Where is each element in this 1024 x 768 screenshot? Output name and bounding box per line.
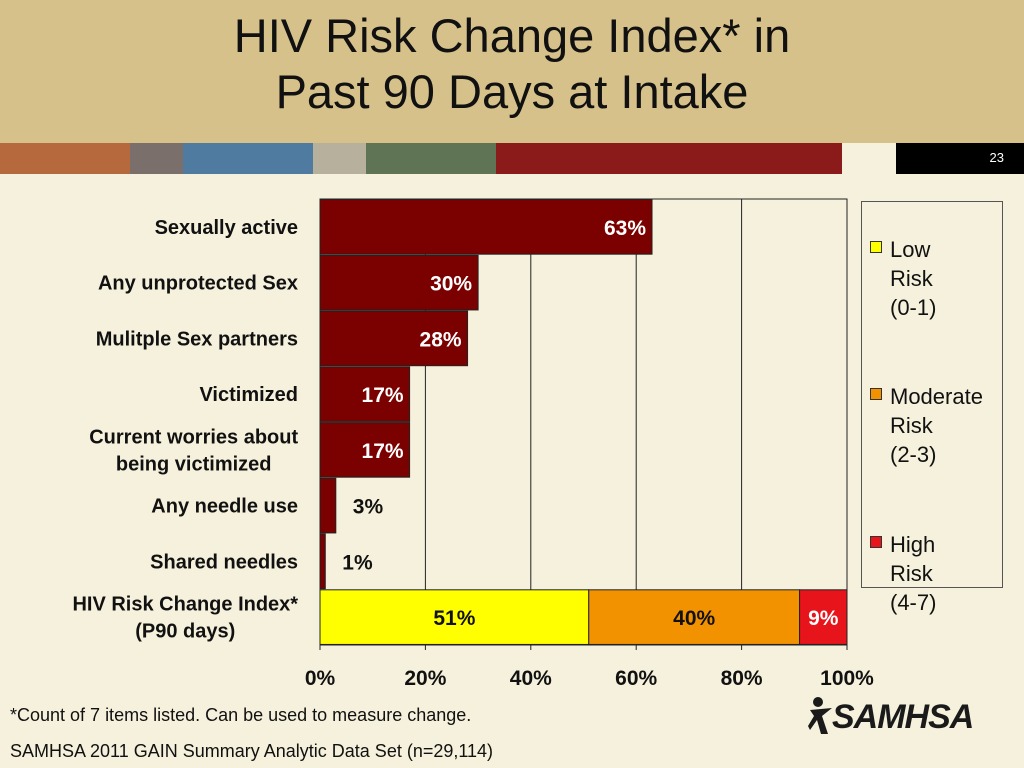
footnote: *Count of 7 items listed. Can be used to… — [10, 705, 472, 725]
data-source: SAMHSA 2011 GAIN Summary Analytic Data S… — [10, 741, 494, 761]
bar — [319, 366, 411, 422]
bar-data-label: 28% — [420, 328, 462, 351]
stripe-segment — [183, 143, 313, 174]
category-label-line: Any unprotected Sex — [98, 273, 298, 295]
bar-data-label: 63% — [604, 217, 646, 240]
category-label-line: (P90 days) — [135, 621, 235, 643]
legend-swatch-low-risk — [870, 241, 882, 253]
bar — [319, 533, 326, 590]
category-label-line: Any needle use — [151, 496, 298, 518]
x-tick-label: 80% — [721, 667, 763, 690]
legend-label-moderate-risk: Moderate Risk (2-3) — [890, 384, 983, 467]
x-tick-label: 20% — [404, 667, 446, 690]
title-line-2: Past 90 Days at Intake — [275, 65, 749, 118]
legend-label-high-risk: High Risk (4-7) — [890, 532, 937, 615]
category-label: Sexually active — [155, 217, 298, 239]
x-tick-label: 0% — [305, 667, 336, 690]
stacked-bar-segment — [588, 589, 801, 645]
bar — [319, 254, 479, 311]
category-label-line: Current worries about — [89, 426, 298, 448]
category-label-line: Victimized — [199, 384, 298, 406]
person-figure-icon — [808, 697, 832, 734]
x-tick-label: 100% — [820, 667, 874, 690]
slide-number: 23 — [989, 150, 1004, 165]
category-label: Any unprotected Sex — [98, 273, 298, 295]
bar-data-label: 30% — [430, 273, 472, 296]
x-tick-label: 60% — [615, 667, 657, 690]
stacked-bar-segment — [799, 589, 848, 645]
bar-data-label: 3% — [353, 496, 384, 519]
bar-data-label: 1% — [342, 551, 373, 574]
stripe-segment — [366, 143, 496, 174]
stacked-data-label: 51% — [433, 607, 475, 630]
category-label: HIV Risk Change Index* (P90 days) — [72, 594, 298, 643]
bar — [319, 422, 411, 478]
stacked-data-label: 40% — [673, 607, 715, 630]
logo-wordmark: SAMHSA — [832, 698, 974, 736]
stripe-segment — [130, 143, 183, 174]
color-stripe — [0, 143, 1024, 174]
stripe-segment — [842, 143, 896, 174]
bar — [319, 199, 653, 255]
bar — [319, 310, 469, 367]
x-tick-label: 40% — [510, 667, 552, 690]
category-label: Shared needles — [150, 551, 298, 573]
category-label: Mulitple Sex partners — [96, 328, 298, 350]
bar-data-label: 17% — [362, 440, 404, 463]
stacked-data-label: 9% — [808, 607, 839, 630]
chart-legend: Low Risk (0-1) Moderate Risk (2-3) High … — [861, 201, 1003, 615]
category-label: Victimized — [199, 384, 298, 406]
slide-title: HIV Risk Change Index* in Past 90 Days a… — [0, 8, 1024, 120]
category-label-line: Shared needles — [150, 551, 298, 573]
bar-data-label: 17% — [362, 384, 404, 407]
stripe-segment — [896, 143, 1024, 174]
category-label: Current worries about being victimized — [89, 426, 298, 475]
stripe-segment — [0, 143, 130, 174]
title-line-1: HIV Risk Change Index* in — [233, 9, 791, 62]
samhsa-logo: SAMHSA — [808, 690, 978, 742]
stacked-bar-segment — [319, 589, 590, 645]
stripe-segment — [313, 143, 366, 174]
legend-label-low-risk: Low Risk (0-1) — [890, 237, 937, 320]
category-label: Any needle use — [151, 496, 298, 518]
category-label-line: Mulitple Sex partners — [96, 328, 298, 350]
stripe-segment — [496, 143, 842, 174]
category-label-line: HIV Risk Change Index* — [72, 594, 298, 616]
category-label-line: Sexually active — [155, 217, 298, 239]
category-label-line: being victimized — [116, 453, 272, 475]
legend-swatch-high-risk — [870, 536, 882, 548]
bar — [319, 477, 337, 534]
title-banner — [0, 0, 1024, 143]
legend-swatch-moderate-risk — [870, 388, 882, 400]
